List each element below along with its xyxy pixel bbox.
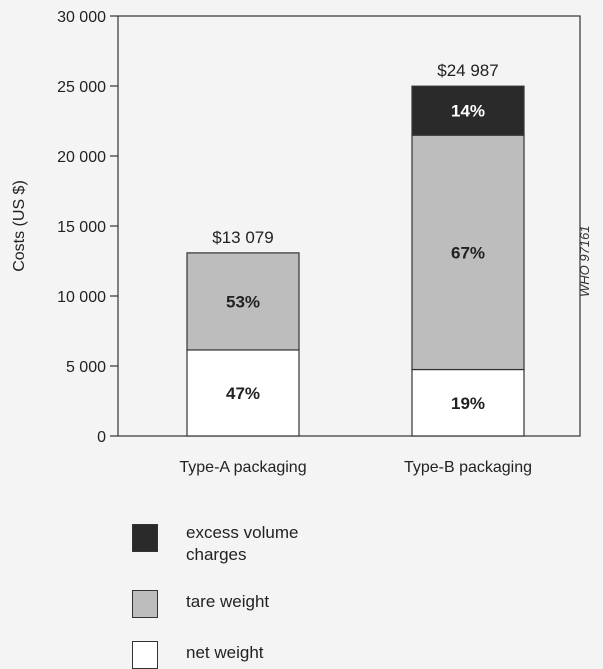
y-tick-label: 5 000 — [66, 359, 106, 376]
segment-percent-label: 53% — [226, 292, 260, 311]
y-tick-label: 15 000 — [57, 219, 106, 236]
legend-swatch-net-weight — [132, 641, 158, 669]
segment-percent-label: 19% — [451, 394, 485, 413]
bar-total-label: $24 987 — [437, 61, 498, 80]
bar-segment — [411, 368, 525, 437]
y-tick-label: 25 000 — [57, 79, 106, 96]
bar-total-label: $13 079 — [212, 228, 273, 247]
segment-percent-label: 67% — [451, 243, 485, 262]
segment-percent-label: 47% — [226, 384, 260, 403]
y-tick-label: 20 000 — [57, 149, 106, 166]
bar-segment — [411, 134, 525, 371]
x-category-label: Type-A packaging — [179, 459, 306, 476]
legend-label-line: charges — [186, 545, 247, 564]
figure-code: WHO 97161 — [577, 225, 592, 297]
legend-label-net-weight: net weight — [186, 642, 264, 664]
bar-segment — [411, 85, 525, 136]
legend-label-line: tare weight — [186, 592, 270, 611]
legend-label-excess-volume: excess volume charges — [186, 522, 298, 566]
stacked-bar-chart: 0 5 000 10 000 15 000 20 000 25 000 30 000 Cost… — [11, 9, 581, 476]
x-category-label: Type-B packaging — [404, 459, 532, 476]
bar-segment — [186, 252, 300, 351]
y-tick-label: 10 000 — [57, 289, 106, 306]
legend-label-line: net weight — [186, 643, 264, 662]
legend-label-tare-weight: tare weight — [186, 591, 269, 613]
legend-swatch-excess-volume — [132, 524, 158, 552]
legend-label-line: excess volume — [186, 523, 299, 542]
segment-percent-label: 14% — [451, 102, 485, 121]
y-tick-label: 30 000 — [57, 9, 106, 26]
legend-swatch-tare-weight — [132, 590, 158, 618]
y-tick-label: 0 — [97, 429, 106, 446]
bar-segment — [186, 349, 300, 437]
y-axis-title: Costs (US $) — [11, 180, 28, 272]
